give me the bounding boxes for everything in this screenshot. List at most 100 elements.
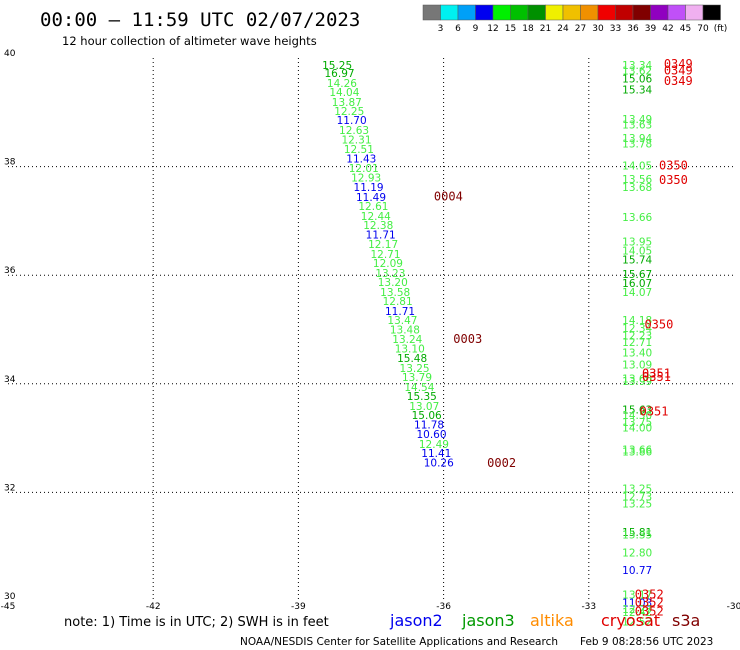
swh-value: 12.01	[349, 163, 379, 175]
pass-hour-label: 0349	[664, 63, 693, 77]
swh-value: 12.63	[339, 125, 369, 137]
x-tick-label: -33	[581, 602, 596, 612]
pass-hour-label: 0003	[453, 332, 482, 346]
swh-value: 15.74	[622, 254, 652, 266]
swh-value: 11.71	[385, 306, 415, 318]
swh-value: 13.34	[622, 60, 652, 72]
colorbar-swatch	[632, 4, 651, 21]
pass-hour-label: 0350	[659, 158, 688, 172]
colorbar-label: 30	[592, 24, 604, 34]
y-tick-label: 34	[4, 375, 16, 385]
pass-hour-label: 0351	[642, 366, 671, 380]
x-tick-label: -36	[436, 602, 451, 612]
swh-value: 13.25	[400, 363, 430, 375]
swh-value: 12.52	[622, 616, 652, 628]
swh-value: 13.78	[622, 139, 652, 151]
swh-value: 12.25	[334, 106, 364, 118]
swh-value: 12.44	[361, 211, 391, 223]
pass-hour-label: 0352	[635, 587, 664, 601]
swh-value: 13.63	[622, 120, 652, 132]
colorbar-swatch	[615, 4, 634, 21]
swh-value: 10.77	[622, 565, 652, 577]
colorbar-swatch	[650, 4, 669, 21]
swh-value: 13.94	[622, 133, 652, 145]
credit-text: NOAA/NESDIS Center for Satellite Applica…	[240, 636, 558, 648]
colorbar-legend: 3 6 9 12 15 18 21 24 27 30 33 36 39 42 45 70 (ft)	[422, 4, 727, 34]
swh-value: 13.95	[622, 236, 652, 248]
colorbar-label: 39	[645, 24, 657, 34]
colorbar-swatch	[685, 4, 704, 21]
pass-hour-label: 0351	[640, 404, 669, 418]
legend-jason3: jason3	[461, 611, 515, 630]
swh-value: 11.49	[356, 192, 386, 204]
swh-value: 12.93	[351, 172, 381, 184]
axis-ticks: -45 -42 -39 -36 -33 -30 40 38 36 34 32 30	[1, 49, 740, 612]
swh-value: 13.62	[622, 65, 652, 77]
colorbar-swatch	[597, 4, 616, 21]
swh-value: 11.43	[346, 153, 376, 165]
colorbar-swatch	[492, 4, 511, 21]
colorbar-swatch	[667, 4, 686, 21]
colorbar-swatch	[475, 4, 494, 21]
swh-value: 11.41	[421, 448, 451, 460]
swh-value: 15.67	[622, 269, 652, 281]
y-tick-label: 40	[4, 49, 16, 59]
colorbar-swatch	[440, 4, 459, 21]
swh-value: 11.03	[622, 597, 652, 609]
swh-value: 13.58	[380, 287, 410, 299]
swh-value: 13.25	[622, 499, 652, 511]
swh-value: 13.66	[622, 444, 652, 456]
pass-hour-label: 0352	[635, 605, 664, 619]
swh-value: 14.07	[622, 287, 652, 299]
swh-value: 14.54	[404, 382, 434, 394]
x-tick-label: -42	[146, 602, 161, 612]
legend-altika: altika	[530, 611, 574, 630]
swh-value: 15.35	[622, 530, 652, 542]
colorbar-swatch	[702, 4, 721, 21]
colorbar-label: 18	[522, 24, 534, 34]
swh-value: 14.04	[329, 87, 359, 99]
swh-value: 13.25	[622, 483, 652, 495]
swh-value: 13.10	[395, 343, 425, 355]
units-note: note: 1) Time is in UTC; 2) SWH is in fe…	[64, 615, 329, 630]
colorbar-label: 33	[610, 24, 621, 34]
swh-value: 13.99	[622, 376, 652, 388]
timestamp-text: Feb 9 08:28:56 UTC 2023	[580, 636, 713, 648]
wave-height-points: 15.2516.9714.2614.0413.8712.2511.7012.63…	[322, 60, 652, 629]
swh-value: 12.31	[341, 134, 371, 146]
swh-value: 15.25	[322, 60, 352, 72]
colorbar-label: 21	[540, 24, 551, 34]
colorbar-label: 70	[697, 24, 709, 34]
swh-value: 10.60	[416, 429, 446, 441]
y-tick-label: 30	[4, 592, 16, 602]
swh-value: 13.48	[390, 324, 420, 336]
swh-value: 13.40	[622, 348, 652, 360]
colorbar-label: 15	[505, 24, 516, 34]
swh-value: 13.17	[622, 589, 652, 601]
colorbar-swatch	[527, 4, 546, 21]
swh-value: 12.80	[622, 547, 652, 559]
legend-s3a: s3a	[672, 611, 700, 630]
swh-value: 15.06	[622, 73, 652, 85]
satellite-legend: jason2 jason3 altika cryosat s3a	[389, 611, 700, 630]
swh-value: 13.23	[375, 268, 405, 280]
swh-value: 12.42	[622, 607, 652, 619]
swh-value: 11.71	[366, 229, 396, 241]
swh-value: 13.56	[622, 174, 652, 186]
x-tick-label: -39	[291, 602, 306, 612]
swh-value: 12.27	[622, 604, 652, 616]
swh-value: 12.49	[419, 439, 449, 451]
colorbar-label: 3	[438, 24, 444, 34]
swh-value: 14.05	[622, 160, 652, 172]
colorbar-label: 6	[455, 24, 461, 34]
swh-value: 12.09	[373, 258, 403, 270]
chart-subtitle: 12 hour collection of altimeter wave hei…	[62, 34, 317, 48]
swh-value: 12.38	[363, 220, 393, 232]
colorbar-swatch	[580, 4, 599, 21]
pass-hour-label: 0350	[659, 173, 688, 187]
colorbar-label: 36	[627, 24, 639, 34]
colorbar-label: 12	[487, 24, 498, 34]
swh-value: 13.87	[332, 97, 362, 109]
colorbar-swatch	[510, 4, 529, 21]
